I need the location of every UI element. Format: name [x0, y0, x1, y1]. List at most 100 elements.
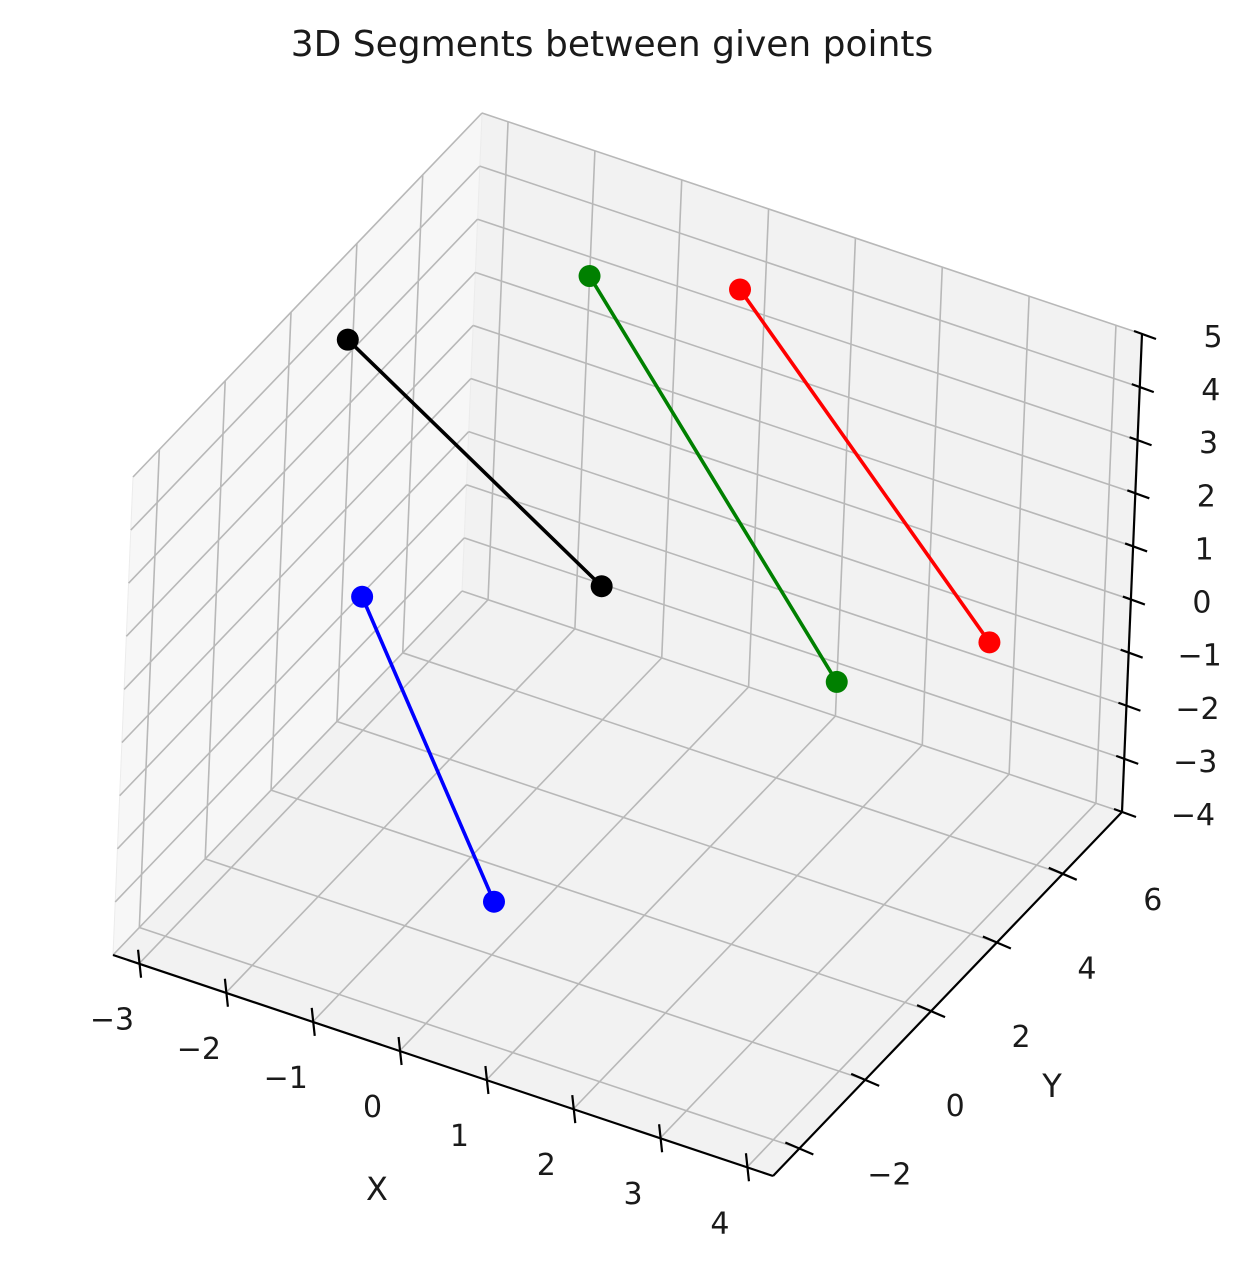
x-gridline-back: [660, 179, 683, 658]
y-tick: [982, 935, 1012, 950]
x-tick-label: −2: [177, 1032, 221, 1067]
z-tick-label: 3: [1199, 426, 1218, 461]
x-tick-label: 2: [537, 1148, 556, 1183]
z-tick-label: −1: [1178, 639, 1222, 674]
segment-point-2: [978, 631, 1001, 654]
x-tick: [658, 1124, 664, 1153]
x-tick: [484, 1065, 490, 1095]
z-gridline-back: [477, 218, 1138, 441]
segment-point-2: [590, 575, 613, 598]
gridlines: [112, 112, 1143, 1168]
z-tick: [1129, 436, 1152, 447]
chart-title: 3D Segments between given points: [291, 24, 934, 65]
z-gridline-left: [112, 590, 463, 956]
z-gridline-left: [116, 484, 468, 850]
z-gridline-left: [130, 165, 481, 531]
y-gridline-left: [270, 312, 292, 791]
y-axis-line: [772, 811, 1123, 1177]
z-tick-label: 4: [1201, 373, 1220, 408]
z-tick: [1115, 754, 1139, 765]
x-tick: [223, 978, 229, 1007]
x-gridline-floor: [572, 744, 923, 1110]
y-tick-label: 4: [1077, 951, 1096, 986]
x-gridline-floor: [485, 715, 836, 1081]
z-gridline-back: [463, 537, 1125, 760]
y-tick: [916, 1004, 946, 1019]
segment-point-2: [825, 670, 848, 693]
z-gridline-back: [468, 430, 1129, 654]
z-gridline-left: [125, 271, 476, 637]
axis-panes: [112, 111, 1143, 1177]
z-gridline-left: [114, 537, 465, 903]
segment-line: [346, 338, 603, 588]
x-gridline-back: [834, 238, 857, 717]
x-tick-label: 0: [363, 1090, 382, 1125]
segment-line: [738, 288, 991, 644]
y-gridline-floor: [336, 720, 998, 944]
z-tick: [1122, 595, 1146, 606]
y-tick: [850, 1072, 880, 1087]
x-gridline-back: [921, 267, 944, 746]
y-tick: [1048, 866, 1078, 881]
x-gridline-back: [1008, 296, 1030, 775]
z-tick-label: 0: [1192, 586, 1211, 621]
x-gridline-floor: [399, 686, 750, 1052]
x-tick: [136, 949, 143, 978]
z-tick-label: −4: [1171, 798, 1215, 833]
y-axis-label: Y: [1041, 1067, 1062, 1105]
y-gridline-floor: [139, 926, 800, 1150]
z-tick: [1124, 542, 1148, 553]
x-gridline-back: [747, 208, 770, 687]
z-axis-line: [1120, 333, 1144, 813]
segment-point-2: [482, 890, 505, 913]
series-layer: [336, 265, 1001, 913]
x-tick-label: −1: [264, 1061, 308, 1096]
segment-line: [360, 596, 496, 903]
z-tick-label: 5: [1203, 320, 1222, 355]
axis-lines: [112, 329, 1157, 1182]
z-gridline-left: [119, 431, 470, 797]
y-gridline-left: [138, 449, 161, 928]
y-gridline-floor: [204, 858, 866, 1081]
z-gridline-left: [121, 378, 472, 744]
z-gridline-back: [472, 324, 1134, 548]
segment-line: [588, 275, 839, 683]
x-gridline-floor: [138, 599, 489, 965]
y-gridline-floor: [402, 652, 1063, 875]
z-tick: [1120, 648, 1144, 659]
x-tick-label: −3: [90, 1003, 134, 1038]
z-tick: [1131, 383, 1155, 394]
z-gridline-back: [481, 112, 1143, 335]
x-gridline-floor: [312, 657, 663, 1023]
z-tick: [1118, 701, 1141, 712]
y-tick-label: 6: [1143, 883, 1162, 918]
y-gridline-left: [401, 174, 424, 653]
z-tick: [1133, 329, 1157, 341]
z-tick: [1113, 807, 1137, 819]
segment-point-1: [729, 278, 752, 301]
segment-1: [351, 585, 505, 913]
y-gridline-left: [336, 243, 358, 722]
z-gridline-left: [132, 112, 483, 478]
x-tick-label: 3: [624, 1177, 643, 1212]
segment-point-1: [336, 328, 359, 351]
x-gridline-back: [487, 121, 509, 600]
z-tick: [1126, 489, 1150, 500]
z-gridline-left: [123, 324, 474, 690]
x-gridline-back: [574, 150, 596, 629]
segment-2: [336, 328, 613, 598]
segment-point-1: [578, 265, 601, 288]
x-tick: [744, 1153, 751, 1182]
x-tick-label: 1: [450, 1119, 469, 1154]
z-tick-label: 2: [1197, 479, 1216, 514]
y-tick: [784, 1141, 814, 1156]
x-tick: [397, 1036, 403, 1066]
x-gridline-floor: [225, 628, 576, 994]
y-gridline-left: [204, 380, 226, 859]
z-gridline-back: [461, 590, 1123, 813]
tick-labels: −3 −2 −1 0 1 2 3 4 −2 0 2 4 6 −4 −3 −2 −1 0 1 2 3 4 5: [90, 320, 1223, 1241]
z-gridline-left: [127, 218, 479, 584]
z-tick-label: −2: [1175, 692, 1219, 727]
y-tick-label: −2: [867, 1158, 911, 1193]
